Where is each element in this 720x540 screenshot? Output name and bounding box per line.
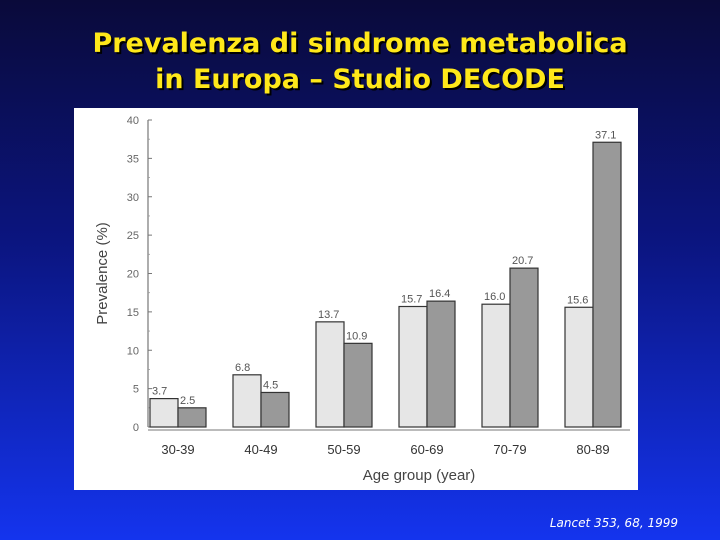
y-tick-label: 40 <box>127 115 139 127</box>
data-label: 15.6 <box>567 294 588 306</box>
bar-series1-40-49 <box>232 374 262 428</box>
data-label: 2.5 <box>180 395 195 407</box>
data-label: 16.0 <box>484 291 505 303</box>
y-tick-label: 30 <box>127 192 139 204</box>
y-tick-label: 20 <box>127 269 139 281</box>
y-tick-label: 25 <box>127 230 139 242</box>
y-tick-label: 35 <box>127 153 139 165</box>
x-category-label: 40-49 <box>244 442 277 457</box>
chart-panel: 0 5 10 15 20 25 30 35 40 Prevalence (%) 3.7 2.5 30-3… <box>74 108 638 490</box>
bar-series2-70-79 <box>509 267 539 428</box>
x-axis-title: Age group (year) <box>363 467 476 484</box>
bar-series2-80-89 <box>592 141 622 428</box>
data-label: 37.1 <box>595 129 616 141</box>
x-category-label: 30-39 <box>161 442 194 457</box>
y-tick-label: 5 <box>133 384 139 396</box>
data-label: 4.5 <box>263 379 278 391</box>
data-label: 6.8 <box>235 362 250 374</box>
bar-series2-50-59 <box>343 342 373 428</box>
data-label: 15.7 <box>401 294 422 306</box>
bar-series1-30-39 <box>149 398 179 428</box>
data-label: 16.4 <box>429 288 450 300</box>
x-category-label: 50-59 <box>327 442 360 457</box>
data-label: 10.9 <box>346 330 367 342</box>
bar-series2-30-39 <box>177 407 207 428</box>
x-category-label: 80-89 <box>576 442 609 457</box>
x-category-label: 60-69 <box>410 442 443 457</box>
bar-series1-70-79 <box>481 303 511 428</box>
bar-series2-60-69 <box>426 300 456 428</box>
y-axis-title: Prevalence (%) <box>94 222 111 325</box>
x-category-label: 70-79 <box>493 442 526 457</box>
bar-chart: 0 5 10 15 20 25 30 35 40 Prevalence (%) 3.7 2.5 30-3… <box>94 115 630 484</box>
slide-title-line-1: Prevalenza di sindrome metabolica <box>92 28 628 59</box>
y-tick-label: 0 <box>133 422 139 434</box>
y-tick-label: 10 <box>127 345 139 357</box>
y-tick-label: 15 <box>127 307 139 319</box>
bar-series1-50-59 <box>315 321 345 428</box>
bar-series1-60-69 <box>398 305 428 428</box>
slide-title: Prevalenza di sindrome metabolica in Eur… <box>0 26 720 98</box>
bar-series1-80-89 <box>564 306 594 428</box>
data-label: 13.7 <box>318 309 339 321</box>
data-label: 20.7 <box>512 255 533 267</box>
citation: Lancet 353, 68, 1999 <box>549 516 678 530</box>
bar-series2-40-49 <box>260 391 290 428</box>
data-label: 3.7 <box>152 386 167 398</box>
slide-title-line-2: in Europa – Studio DECODE <box>155 64 565 95</box>
